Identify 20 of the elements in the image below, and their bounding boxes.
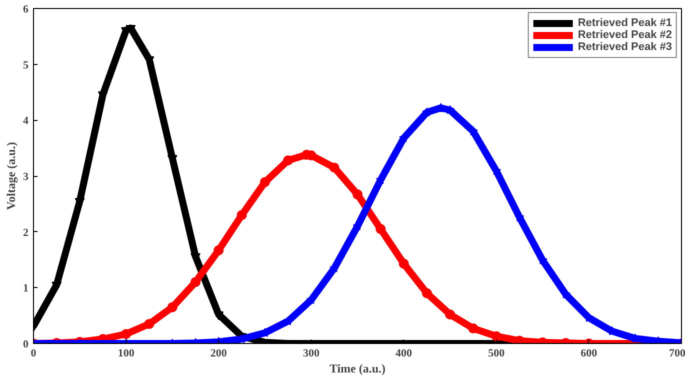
x-tick-label: 500 xyxy=(488,348,506,360)
x-tick-label: 700 xyxy=(669,348,685,360)
y-tick-label: 1 xyxy=(23,282,28,295)
x-tick-label: 400 xyxy=(396,348,413,360)
y-tick-label: 2 xyxy=(23,226,29,239)
y-tick-label: 0 xyxy=(23,338,29,350)
x-tick-label: 200 xyxy=(210,348,228,360)
x-tick-label: 600 xyxy=(580,348,598,360)
y-tick-label: 3 xyxy=(23,171,29,183)
x-tick-label: 300 xyxy=(302,348,320,360)
y-axis-title: Voltage (a.u.) xyxy=(4,142,18,210)
y-tick-label: 5 xyxy=(23,59,29,72)
legend-label: Retrieved Peak #1 xyxy=(578,17,672,29)
x-tick-label: 0 xyxy=(30,348,37,360)
legend-label: Retrieved Peak #3 xyxy=(578,41,672,53)
x-axis-title: Time (a.u.) xyxy=(329,362,386,376)
y-tick-label: 6 xyxy=(23,4,29,16)
x-tick-label: 100 xyxy=(118,348,135,360)
y-tick-label: 4 xyxy=(23,115,29,128)
legend-label: Retrieved Peak #2 xyxy=(578,29,672,41)
